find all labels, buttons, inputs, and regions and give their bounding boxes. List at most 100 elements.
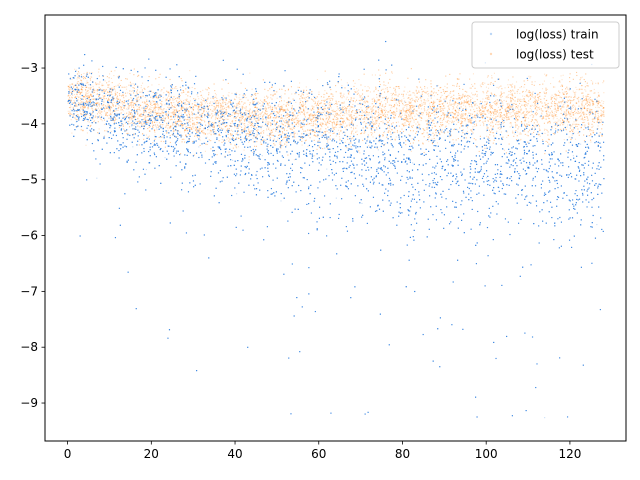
scatter-point [474,125,476,127]
scatter-point [335,126,337,129]
scatter-point [189,126,191,128]
scatter-point [440,96,442,98]
scatter-point [423,110,426,112]
scatter-point [461,117,463,119]
scatter-point [252,137,254,139]
scatter-point [183,91,185,93]
scatter-point [464,113,466,116]
scatter-point [96,116,98,118]
scatter-point [211,110,213,112]
scatter-point [419,113,421,115]
scatter-point [531,104,533,106]
scatter-point [234,106,236,108]
scatter-point [129,102,131,104]
scatter-point [96,113,99,115]
scatter-point [121,119,123,121]
scatter-point [473,108,475,111]
scatter-point [88,121,90,123]
scatter-point [155,113,158,115]
scatter-point [302,106,304,108]
scatter-point [343,105,346,107]
scatter-point [566,96,568,98]
scatter-point [538,99,540,101]
scatter-point [197,111,199,113]
scatter-point [536,104,538,106]
scatter-point [329,120,331,122]
scatter-point [242,97,244,100]
scatter-point [593,92,595,94]
scatter-point [97,71,100,73]
scatter-point [248,131,251,134]
scatter-point [328,132,330,134]
scatter-point [523,86,525,88]
scatter-point [237,130,240,132]
scatter-point [420,120,422,122]
scatter-point [527,112,529,115]
scatter-point [306,112,308,114]
scatter-point [449,120,451,122]
scatter-point [348,114,350,116]
scatter-point [170,112,172,114]
scatter-point [381,110,383,112]
scatter-point [456,119,458,121]
scatter-point [538,124,540,126]
scatter-point [243,130,246,132]
scatter-point [204,116,206,118]
scatter-point [316,107,318,109]
scatter-point [562,74,564,76]
scatter-point [371,126,373,128]
scatter-point [482,117,484,119]
scatter-point [379,104,381,106]
scatter-point [327,141,329,143]
scatter-point [420,108,423,110]
scatter-point [277,137,279,139]
scatter-point [497,106,499,109]
scatter-point [124,113,126,115]
scatter-point [367,101,369,103]
scatter-point [204,150,206,152]
scatter-point [304,98,306,100]
scatter-point [104,90,106,92]
scatter-point [572,117,574,119]
scatter-point [82,90,84,92]
scatter-point [285,117,287,119]
scatter-point [76,118,78,120]
scatter-point [171,98,174,100]
scatter-point [114,119,116,122]
scatter-point [123,101,125,103]
scatter-point [538,93,540,95]
scatter-point [198,130,200,132]
scatter-point [187,130,189,132]
scatter-point [598,107,600,109]
scatter-point [592,81,594,83]
scatter-point [469,121,471,123]
scatter-point [132,101,134,103]
scatter-point [526,134,528,136]
scatter-point [316,105,318,107]
scatter-point [576,88,578,91]
scatter-point [113,98,115,100]
scatter-point [205,106,207,108]
scatter-point [585,98,587,100]
scatter-point [454,116,456,119]
scatter-point [427,98,429,100]
scatter-point [521,121,523,123]
scatter-point [214,102,216,104]
scatter-point [467,125,469,128]
scatter-point [436,98,438,100]
scatter-point [302,119,304,121]
scatter-point [542,115,544,117]
scatter-point [425,111,427,113]
scatter-point [331,127,333,129]
scatter-point [340,117,342,119]
scatter-point [338,132,340,134]
scatter-point [364,97,366,99]
scatter-point [570,139,572,141]
scatter-point [510,123,512,125]
scatter-point [164,104,166,106]
scatter-point [251,130,253,132]
scatter-point [470,87,472,89]
scatter-point [415,110,417,112]
scatter-point [248,140,250,142]
scatter-point [483,104,485,106]
